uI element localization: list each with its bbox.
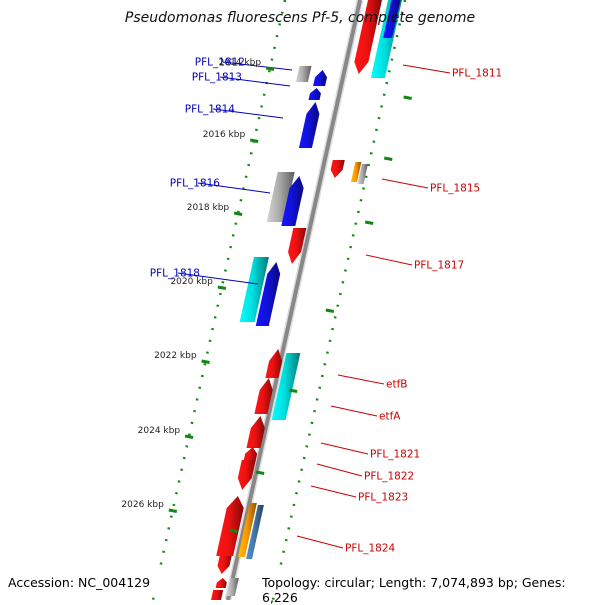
gene-feature-pfl1824 — [216, 496, 244, 556]
kbp-tick-label: 2024 kbp — [138, 426, 181, 436]
gene-feature-etfB — [265, 349, 283, 378]
gene-features — [211, 0, 402, 600]
gene-leader-line — [365, 254, 413, 266]
gene-feature-top — [383, 0, 401, 38]
gene-feature-pfl1823 — [237, 460, 256, 490]
right-tick-mark — [383, 156, 393, 161]
gene-leader-line — [197, 182, 271, 194]
kbp-tick-mark — [168, 508, 178, 513]
kbp-tick-label: 2020 kbp — [170, 277, 213, 287]
gene-leader-line — [212, 108, 284, 119]
gene-label-pfl_1816: PFL_1816 — [170, 178, 221, 190]
right-tick-mark — [255, 470, 265, 475]
kbp-tick-label: 2026 kbp — [121, 500, 164, 510]
kbp-tick-label: 2016 kbp — [203, 130, 246, 140]
genome-backbone — [224, 0, 364, 601]
gene-feature-pfl1811 — [354, 0, 382, 74]
dotted-guides — [151, 0, 407, 601]
kbp-tick-label: 2022 kbp — [154, 351, 197, 361]
gene-feature-pfl1821 — [246, 416, 265, 448]
gene-label-pfl_1818: PFL_1818 — [150, 268, 200, 280]
gene-leader-line — [316, 463, 363, 477]
footer-left-backdrop — [0, 573, 176, 591]
map-title: Pseudomonas fluorescens Pf-5, complete g… — [124, 10, 476, 26]
kbp-tick-label: 2014 kbp — [219, 58, 262, 68]
gene-leader-line — [177, 272, 259, 285]
gene-feature-bottom-1 — [217, 556, 232, 574]
accession-text: Accession: NC_004129 — [8, 575, 151, 590]
gene-leader-line — [337, 374, 385, 385]
kbp-tick-mark — [233, 211, 243, 216]
gene-leader-line — [320, 442, 369, 455]
gene-label-etfa: etfA — [379, 411, 401, 423]
kbp-tick-mark — [201, 359, 210, 364]
gene-label-pfl_1824: PFL_1824 — [345, 543, 396, 555]
gene-feature-etf-rna — [271, 353, 301, 420]
gene-label-etfb: etfB — [386, 379, 407, 391]
gene-feature-bottom-3 — [226, 578, 239, 596]
gene-feature-bottom-2 — [215, 578, 227, 588]
gene-feature-pfl1824-steel — [246, 505, 264, 559]
gene-label-pfl_1813: PFL_1813 — [192, 72, 242, 84]
gene-feature-bottom-4 — [211, 590, 224, 600]
kbp-tick-label: 2018 kbp — [187, 203, 230, 213]
gene-leader-line — [219, 76, 291, 87]
gene-feature-pfl1815-orange — [350, 162, 362, 182]
gene-labels: PFL_1812 PFL_1813 PFL_1814 PFL_1816 PFL_1818… — [150, 57, 502, 555]
gene-feature-etfA — [254, 378, 273, 414]
gene-feature-pfl1824-orange — [237, 503, 257, 557]
right-tick-mark — [364, 220, 374, 225]
topology-text: Topology: circular; Length: 7,074,893 bp… — [262, 575, 566, 605]
gene-leader-line — [310, 485, 357, 498]
gene-feature-pfl1813 — [313, 70, 328, 86]
right-tick-mark — [403, 95, 412, 100]
gene-leader-line — [402, 64, 451, 74]
gene-label-pfl_1823: PFL_1823 — [358, 492, 408, 504]
gene-feature-pfl1815 — [330, 160, 345, 178]
gene-label-pfl_1814: PFL_1814 — [185, 104, 236, 116]
gene-label-pfl_1822: PFL_1822 — [364, 471, 414, 483]
gene-feature-pfl1816 — [266, 172, 295, 222]
gene-feature-pfl1818 — [255, 262, 281, 326]
kbp-tick-mark — [217, 285, 227, 290]
gene-label-pfl_1811: PFL_1811 — [452, 68, 502, 80]
gene-leader-line — [296, 535, 344, 549]
gene-feature-pfl1816-arrow — [281, 176, 304, 226]
kbp-tick-mark — [249, 138, 259, 143]
kbp-tick-mark — [184, 434, 194, 439]
gene-feature-pfl1822 — [243, 447, 258, 462]
gene-label-pfl_1815: PFL_1815 — [430, 183, 480, 195]
gene-label-pfl_1812: PFL_1812 — [195, 57, 245, 69]
kbp-tick-mark — [265, 66, 275, 71]
gene-feature-pfl1818-rna — [239, 257, 269, 322]
gene-label-pfl_1821: PFL_1821 — [370, 449, 420, 461]
gene-feature-pfl1812 — [295, 66, 312, 82]
right-tick-mark — [288, 388, 298, 393]
gene-feature-pfl1815-grey — [357, 164, 368, 184]
gene-label-pfl_1817: PFL_1817 — [414, 260, 464, 272]
gene-leader-line — [330, 405, 378, 417]
right-tick-mark — [325, 308, 335, 313]
gene-leader-line — [381, 178, 429, 189]
gene-feature-pfl1813b — [308, 88, 321, 100]
right-tick-mark — [229, 528, 238, 533]
footer-right-backdrop — [258, 573, 598, 591]
gene-feature-pfl1814 — [298, 102, 320, 148]
gene-feature-pfl1817 — [288, 228, 307, 264]
gene-leader-line — [222, 61, 293, 71]
